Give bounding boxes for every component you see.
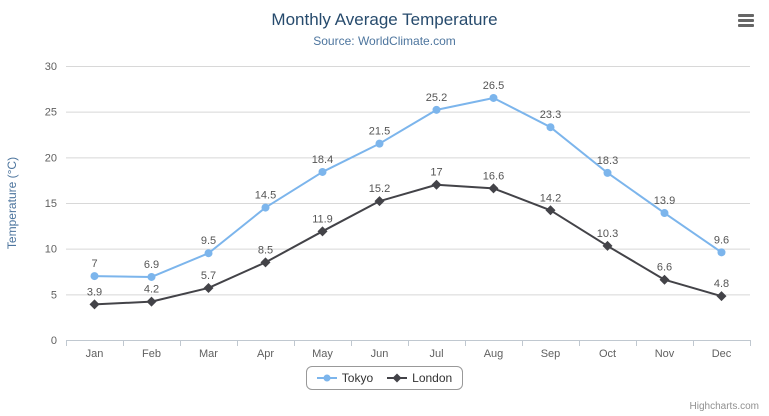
data-label: 25.2 <box>426 92 447 104</box>
data-point-marker[interactable] <box>602 240 613 251</box>
legend-diamond-icon <box>387 373 408 383</box>
data-label: 18.4 <box>312 154 333 166</box>
series-line-tokyo <box>93 96 723 278</box>
data-point-marker[interactable] <box>318 167 327 176</box>
data-point-marker[interactable] <box>261 203 270 212</box>
y-axis-tick-label: 10 <box>45 244 57 256</box>
data-point-marker[interactable] <box>89 299 100 310</box>
legend-item-tokyo[interactable]: Tokyo <box>316 371 374 385</box>
data-label: 6.6 <box>657 262 672 274</box>
data-point-marker[interactable] <box>660 209 669 218</box>
legend-circle-icon <box>316 374 337 382</box>
x-axis-tick-label: Apr <box>257 348 274 360</box>
data-label: 9.6 <box>714 234 729 246</box>
y-axis-title: Temperature (°C) <box>5 157 19 249</box>
x-axis-tick-label: Oct <box>599 348 616 360</box>
data-point-marker[interactable] <box>659 274 670 285</box>
data-point-marker[interactable] <box>203 282 214 293</box>
context-menu-button[interactable] <box>735 12 757 29</box>
data-point-marker[interactable] <box>717 248 726 257</box>
data-point-marker[interactable] <box>432 105 441 114</box>
data-label: 16.6 <box>483 170 504 182</box>
chart-subtitle: Source: WorldClimate.com <box>313 34 456 48</box>
data-point-marker[interactable] <box>375 139 384 148</box>
x-axis-tick-label: Jan <box>86 348 104 360</box>
data-label: 9.5 <box>201 235 216 247</box>
y-axis-tick-label: 0 <box>51 335 57 347</box>
y-axis-tick-label: 5 <box>51 289 57 301</box>
x-axis-tick-label: Jul <box>429 348 443 360</box>
x-axis-tick-label: Sep <box>541 348 561 360</box>
x-axis-tick-label: Jun <box>371 348 389 360</box>
legend-label: Tokyo <box>341 371 374 385</box>
legend-label: London <box>412 371 453 385</box>
data-point-marker[interactable] <box>392 373 402 383</box>
data-point-marker[interactable] <box>260 257 271 268</box>
x-axis-tick-label: Feb <box>142 348 161 360</box>
data-point-marker[interactable] <box>317 226 328 237</box>
y-axis-tick-label: 25 <box>45 107 57 119</box>
data-label: 6.9 <box>144 259 159 271</box>
legend-item-london[interactable]: London <box>387 371 452 385</box>
data-label: 21.5 <box>369 126 390 138</box>
data-point-marker[interactable] <box>146 296 157 307</box>
data-point-marker[interactable] <box>374 196 385 207</box>
data-label: 14.5 <box>255 190 276 202</box>
x-axis-tick-label: Mar <box>199 348 218 360</box>
data-label: 18.3 <box>597 155 618 167</box>
data-point-marker[interactable] <box>90 272 99 281</box>
data-point-marker[interactable] <box>546 123 555 132</box>
data-label: 7 <box>91 258 97 270</box>
chart-title: Monthly Average Temperature <box>271 10 498 29</box>
data-label: 23.3 <box>540 109 561 121</box>
data-point-marker[interactable] <box>323 374 331 382</box>
legend-box: Tokyo London <box>305 366 464 390</box>
data-label: 13.9 <box>654 195 675 207</box>
data-point-marker[interactable] <box>431 179 442 190</box>
data-label: 17 <box>430 167 442 179</box>
data-label: 15.2 <box>369 183 390 195</box>
data-label: 4.2 <box>144 284 159 296</box>
y-axis-tick-label: 30 <box>45 61 57 73</box>
data-label: 11.9 <box>312 213 333 225</box>
legend: Tokyo London <box>0 366 769 390</box>
data-point-marker[interactable] <box>603 168 612 177</box>
series-line-london <box>93 183 723 306</box>
hamburger-icon <box>738 14 754 27</box>
credits-link[interactable]: Highcharts.com <box>689 401 759 412</box>
data-point-marker[interactable] <box>716 291 727 302</box>
y-axis-tick-label: 20 <box>45 152 57 164</box>
x-axis-tick-label: May <box>312 348 333 360</box>
data-label: 3.9 <box>87 286 102 298</box>
data-point-marker[interactable] <box>147 272 156 281</box>
data-label: 14.2 <box>540 192 561 204</box>
data-point-marker[interactable] <box>545 205 556 216</box>
data-point-marker[interactable] <box>204 249 213 258</box>
data-label: 4.8 <box>714 278 729 290</box>
data-point-marker[interactable] <box>489 93 498 102</box>
data-label: 8.5 <box>258 244 273 256</box>
data-label: 5.7 <box>201 270 216 282</box>
x-axis-tick-label: Dec <box>712 348 732 360</box>
data-label: 26.5 <box>483 80 504 92</box>
x-axis-tick-label: Aug <box>484 348 504 360</box>
x-axis-tick-label: Nov <box>655 348 675 360</box>
data-point-marker[interactable] <box>488 183 499 194</box>
data-label: 10.3 <box>597 228 618 240</box>
y-axis-tick-label: 15 <box>45 198 57 210</box>
